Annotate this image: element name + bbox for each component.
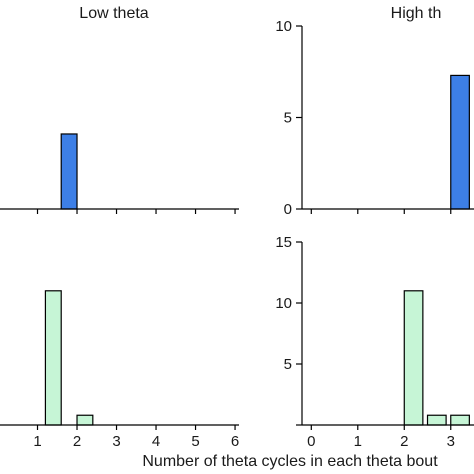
y-tick-label: 5 (284, 110, 292, 127)
x-tick-label: 0 (307, 433, 315, 450)
x-tick-label: 2 (400, 433, 408, 450)
bar (403, 290, 424, 426)
y-tick-label: 0 (284, 201, 292, 218)
bar (450, 74, 470, 210)
x-tick-label: 5 (191, 433, 199, 450)
panel-bottom-left: 1 2 3 4 5 6 (0, 290, 239, 450)
x-tick-label: 1 (33, 433, 41, 450)
x-tick-label: 3 (112, 433, 120, 450)
y-tick-label: 10 (275, 295, 292, 312)
bar (44, 290, 62, 426)
bar (426, 414, 447, 426)
panel-title: Low theta (79, 5, 148, 22)
x-tick-label: 2 (73, 433, 81, 450)
bar (60, 133, 78, 210)
x-tick-label: 3 (447, 433, 455, 450)
x-tick-label: 1 (354, 433, 362, 450)
y-tick-label: 10 (275, 18, 292, 35)
x-tick-label: 6 (231, 433, 239, 450)
bar (76, 414, 94, 426)
x-tick-label: 4 (152, 433, 160, 450)
y-tick-label: 5 (284, 356, 292, 373)
bar (450, 414, 470, 426)
figure-x-axis-label: Number of theta cycles in each theta bou… (142, 453, 438, 470)
panel-top-left: Low theta (0, 5, 239, 214)
panels: Low theta High th 0 5 10 1 2 3 4 5 6 0 1 2 3 5 10 15 (0, 5, 474, 450)
panel-bottom-right: 0 1 2 3 5 10 15 (275, 234, 474, 450)
panel-title: High th (391, 5, 442, 22)
y-tick-label: 15 (275, 234, 292, 251)
panel-top-right: High th 0 5 10 (275, 5, 474, 218)
